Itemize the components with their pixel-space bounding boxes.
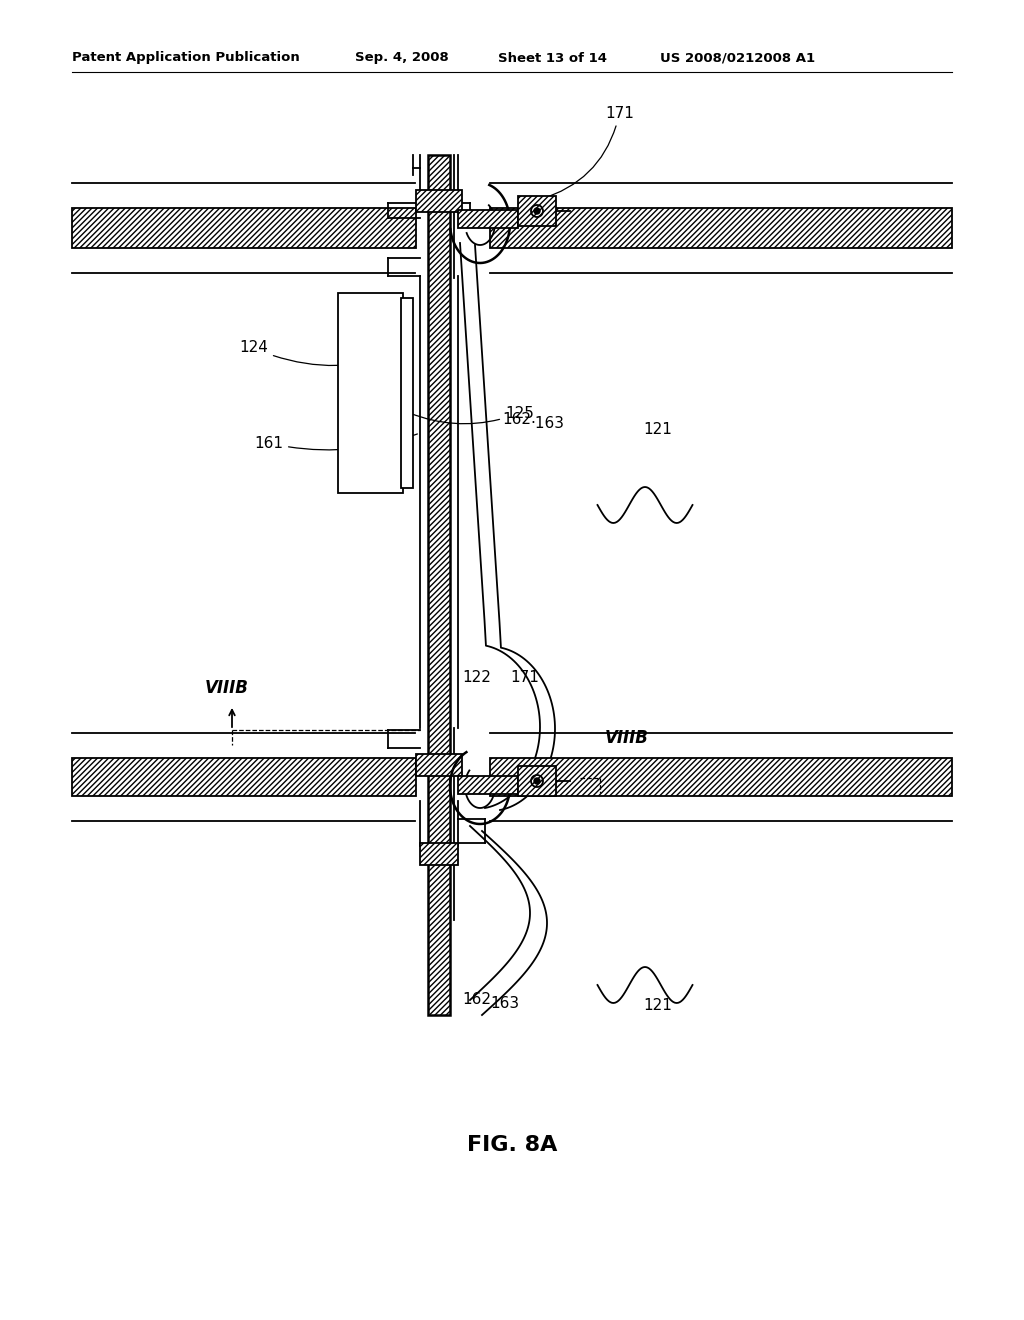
Circle shape xyxy=(534,209,540,214)
Bar xyxy=(518,766,556,796)
Text: 124: 124 xyxy=(240,341,400,366)
Circle shape xyxy=(534,777,540,784)
Bar xyxy=(338,293,403,492)
Text: 161: 161 xyxy=(254,434,418,450)
Text: 171: 171 xyxy=(510,671,539,685)
Bar xyxy=(72,209,416,248)
Text: VIIIB: VIIIB xyxy=(605,729,649,747)
Text: 125: 125 xyxy=(410,405,534,424)
Text: Sheet 13 of 14: Sheet 13 of 14 xyxy=(498,51,607,65)
Bar xyxy=(458,210,518,228)
Bar xyxy=(416,190,462,213)
Text: US 2008/0212008 A1: US 2008/0212008 A1 xyxy=(660,51,815,65)
Bar xyxy=(428,154,450,1015)
Text: FIG. 8A: FIG. 8A xyxy=(467,1135,557,1155)
Bar xyxy=(458,776,518,795)
Bar xyxy=(416,754,462,776)
Text: 122: 122 xyxy=(462,671,490,685)
Bar xyxy=(518,195,556,226)
Text: 121: 121 xyxy=(643,998,672,1012)
Bar xyxy=(490,209,952,248)
Text: Sep. 4, 2008: Sep. 4, 2008 xyxy=(355,51,449,65)
Text: VIIIB: VIIIB xyxy=(205,678,249,697)
Bar xyxy=(72,758,416,796)
Text: 162: 162 xyxy=(462,993,490,1007)
Text: 162: 162 xyxy=(502,412,531,428)
Text: 171: 171 xyxy=(541,106,634,199)
Bar xyxy=(401,298,413,488)
Bar xyxy=(420,843,458,865)
Text: 163: 163 xyxy=(490,997,519,1011)
Bar xyxy=(490,758,952,796)
Text: Patent Application Publication: Patent Application Publication xyxy=(72,51,300,65)
Text: ·163: ·163 xyxy=(530,416,564,430)
Text: 121: 121 xyxy=(643,422,672,437)
